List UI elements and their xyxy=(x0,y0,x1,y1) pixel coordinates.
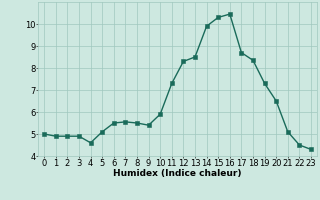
X-axis label: Humidex (Indice chaleur): Humidex (Indice chaleur) xyxy=(113,169,242,178)
